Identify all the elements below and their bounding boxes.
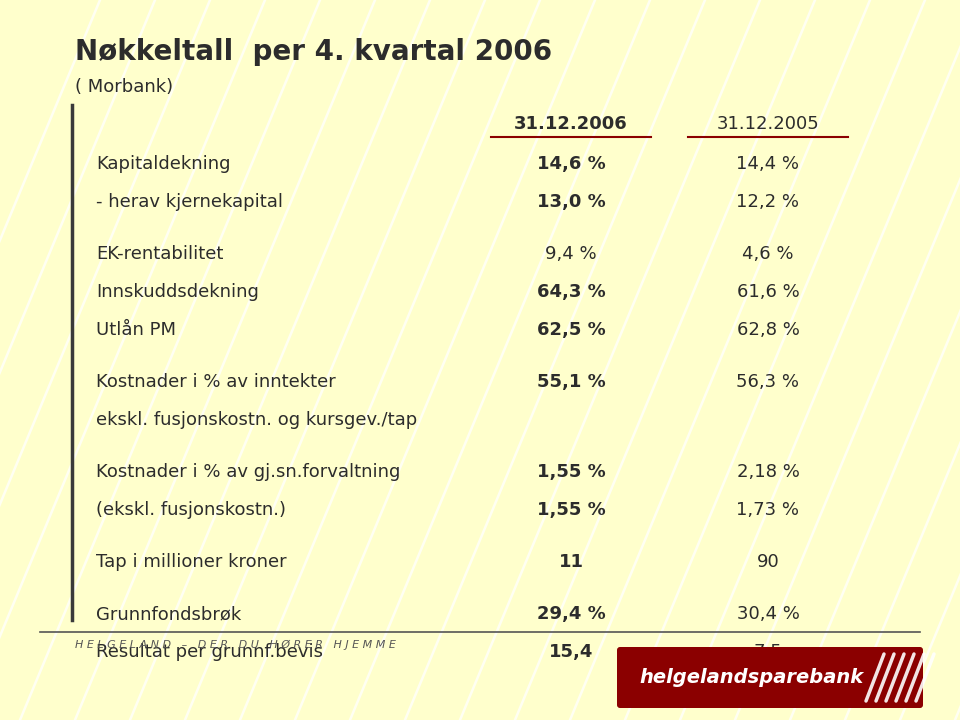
Text: EK-rentabilitet: EK-rentabilitet (96, 245, 224, 263)
Text: helgelandsparebank: helgelandsparebank (640, 668, 864, 687)
Text: Utlån PM: Utlån PM (96, 321, 176, 339)
Text: Resultat per grunnf.bevis: Resultat per grunnf.bevis (96, 643, 323, 661)
Text: Tap i millioner kroner: Tap i millioner kroner (96, 553, 287, 571)
Text: Kostnader i % av gj.sn.forvaltning: Kostnader i % av gj.sn.forvaltning (96, 463, 400, 481)
Text: Innskuddsdekning: Innskuddsdekning (96, 283, 259, 301)
Text: 64,3 %: 64,3 % (537, 283, 606, 301)
Text: 29,4 %: 29,4 % (537, 605, 606, 623)
Text: 1,55 %: 1,55 % (537, 501, 606, 519)
Text: 56,3 %: 56,3 % (736, 373, 800, 391)
Text: H E L G E L A N D   –   D E R   D U   H Ø R E R   H J E M M E: H E L G E L A N D – D E R D U H Ø R E R … (75, 640, 396, 650)
Text: 1,55 %: 1,55 % (537, 463, 606, 481)
Text: 62,8 %: 62,8 % (736, 321, 800, 339)
Text: 62,5 %: 62,5 % (537, 321, 606, 339)
Text: 14,4 %: 14,4 % (736, 155, 800, 173)
Text: ( Morbank): ( Morbank) (75, 78, 173, 96)
Text: 15,4: 15,4 (549, 643, 593, 661)
Text: 31.12.2005: 31.12.2005 (716, 115, 820, 133)
Text: 90: 90 (756, 553, 780, 571)
Text: Kapitaldekning: Kapitaldekning (96, 155, 230, 173)
Text: 31.12.2006: 31.12.2006 (515, 115, 628, 133)
Text: (ekskl. fusjonskostn.): (ekskl. fusjonskostn.) (96, 501, 286, 519)
Text: 30,4 %: 30,4 % (736, 605, 800, 623)
FancyBboxPatch shape (617, 647, 923, 708)
Text: 55,1 %: 55,1 % (537, 373, 606, 391)
Text: 7,5: 7,5 (754, 643, 782, 661)
Text: Nøkkeltall  per 4. kvartal 2006: Nøkkeltall per 4. kvartal 2006 (75, 38, 552, 66)
Text: 9,4 %: 9,4 % (545, 245, 597, 263)
Text: ekskl. fusjonskostn. og kursgev./tap: ekskl. fusjonskostn. og kursgev./tap (96, 411, 418, 429)
Text: 61,6 %: 61,6 % (736, 283, 800, 301)
Text: 1,73 %: 1,73 % (736, 501, 800, 519)
Text: 12,2 %: 12,2 % (736, 193, 800, 211)
Text: Grunnfondsbrøk: Grunnfondsbrøk (96, 605, 241, 623)
Text: 11: 11 (559, 553, 584, 571)
Text: 2,18 %: 2,18 % (736, 463, 800, 481)
Text: 4,6 %: 4,6 % (742, 245, 794, 263)
Text: Kostnader i % av inntekter: Kostnader i % av inntekter (96, 373, 336, 391)
Text: 13,0 %: 13,0 % (537, 193, 606, 211)
Text: 14,6 %: 14,6 % (537, 155, 606, 173)
Text: - herav kjernekapital: - herav kjernekapital (96, 193, 283, 211)
